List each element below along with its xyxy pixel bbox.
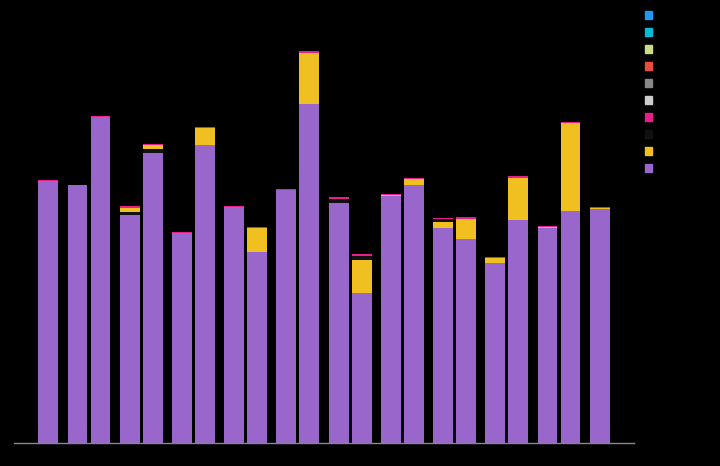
Bar [329,199,348,203]
Bar [485,263,505,443]
Bar [195,126,215,128]
Bar [433,222,453,228]
Bar [143,145,163,149]
Bar [195,128,215,145]
Bar [433,219,453,222]
Bar [590,207,610,208]
Bar [351,260,372,293]
Bar [300,51,319,53]
Bar [329,203,348,443]
Bar [508,178,528,220]
Bar [351,293,372,443]
Bar [538,226,557,227]
Bar [538,227,557,228]
Bar [404,185,423,443]
Bar [120,206,140,208]
Bar [91,116,110,117]
Bar [485,257,505,258]
Bar [433,228,453,443]
Bar [225,206,244,207]
Bar [247,228,267,252]
Bar [508,220,528,443]
Bar [433,218,453,219]
Bar [456,217,476,219]
Bar [68,185,88,443]
Bar [120,208,140,212]
Bar [120,212,140,215]
Bar [225,207,244,443]
Bar [590,208,610,209]
Bar [485,258,505,263]
Bar [143,153,163,443]
Bar [538,228,557,443]
Bar [590,209,610,443]
Bar [143,144,163,145]
Bar [247,227,267,228]
Bar [560,211,580,443]
Bar [172,233,192,443]
Bar [276,190,297,443]
Bar [456,239,476,443]
Bar [329,197,348,199]
Legend: , , , , , , , , , : , , , , , , , , , [644,10,657,173]
Bar [38,181,58,443]
Bar [247,252,267,443]
Bar [381,196,401,443]
Bar [351,254,372,256]
Bar [172,232,192,233]
Bar [300,104,319,443]
Bar [38,180,58,181]
Bar [404,178,423,179]
Bar [351,256,372,260]
Bar [508,176,528,178]
Bar [560,122,580,123]
Bar [120,215,140,443]
Bar [91,117,110,443]
Bar [276,189,297,190]
Bar [456,219,476,239]
Bar [195,145,215,443]
Bar [404,179,423,185]
Bar [560,123,580,211]
Bar [381,195,401,196]
Bar [143,149,163,153]
Bar [381,194,401,195]
Bar [300,53,319,104]
